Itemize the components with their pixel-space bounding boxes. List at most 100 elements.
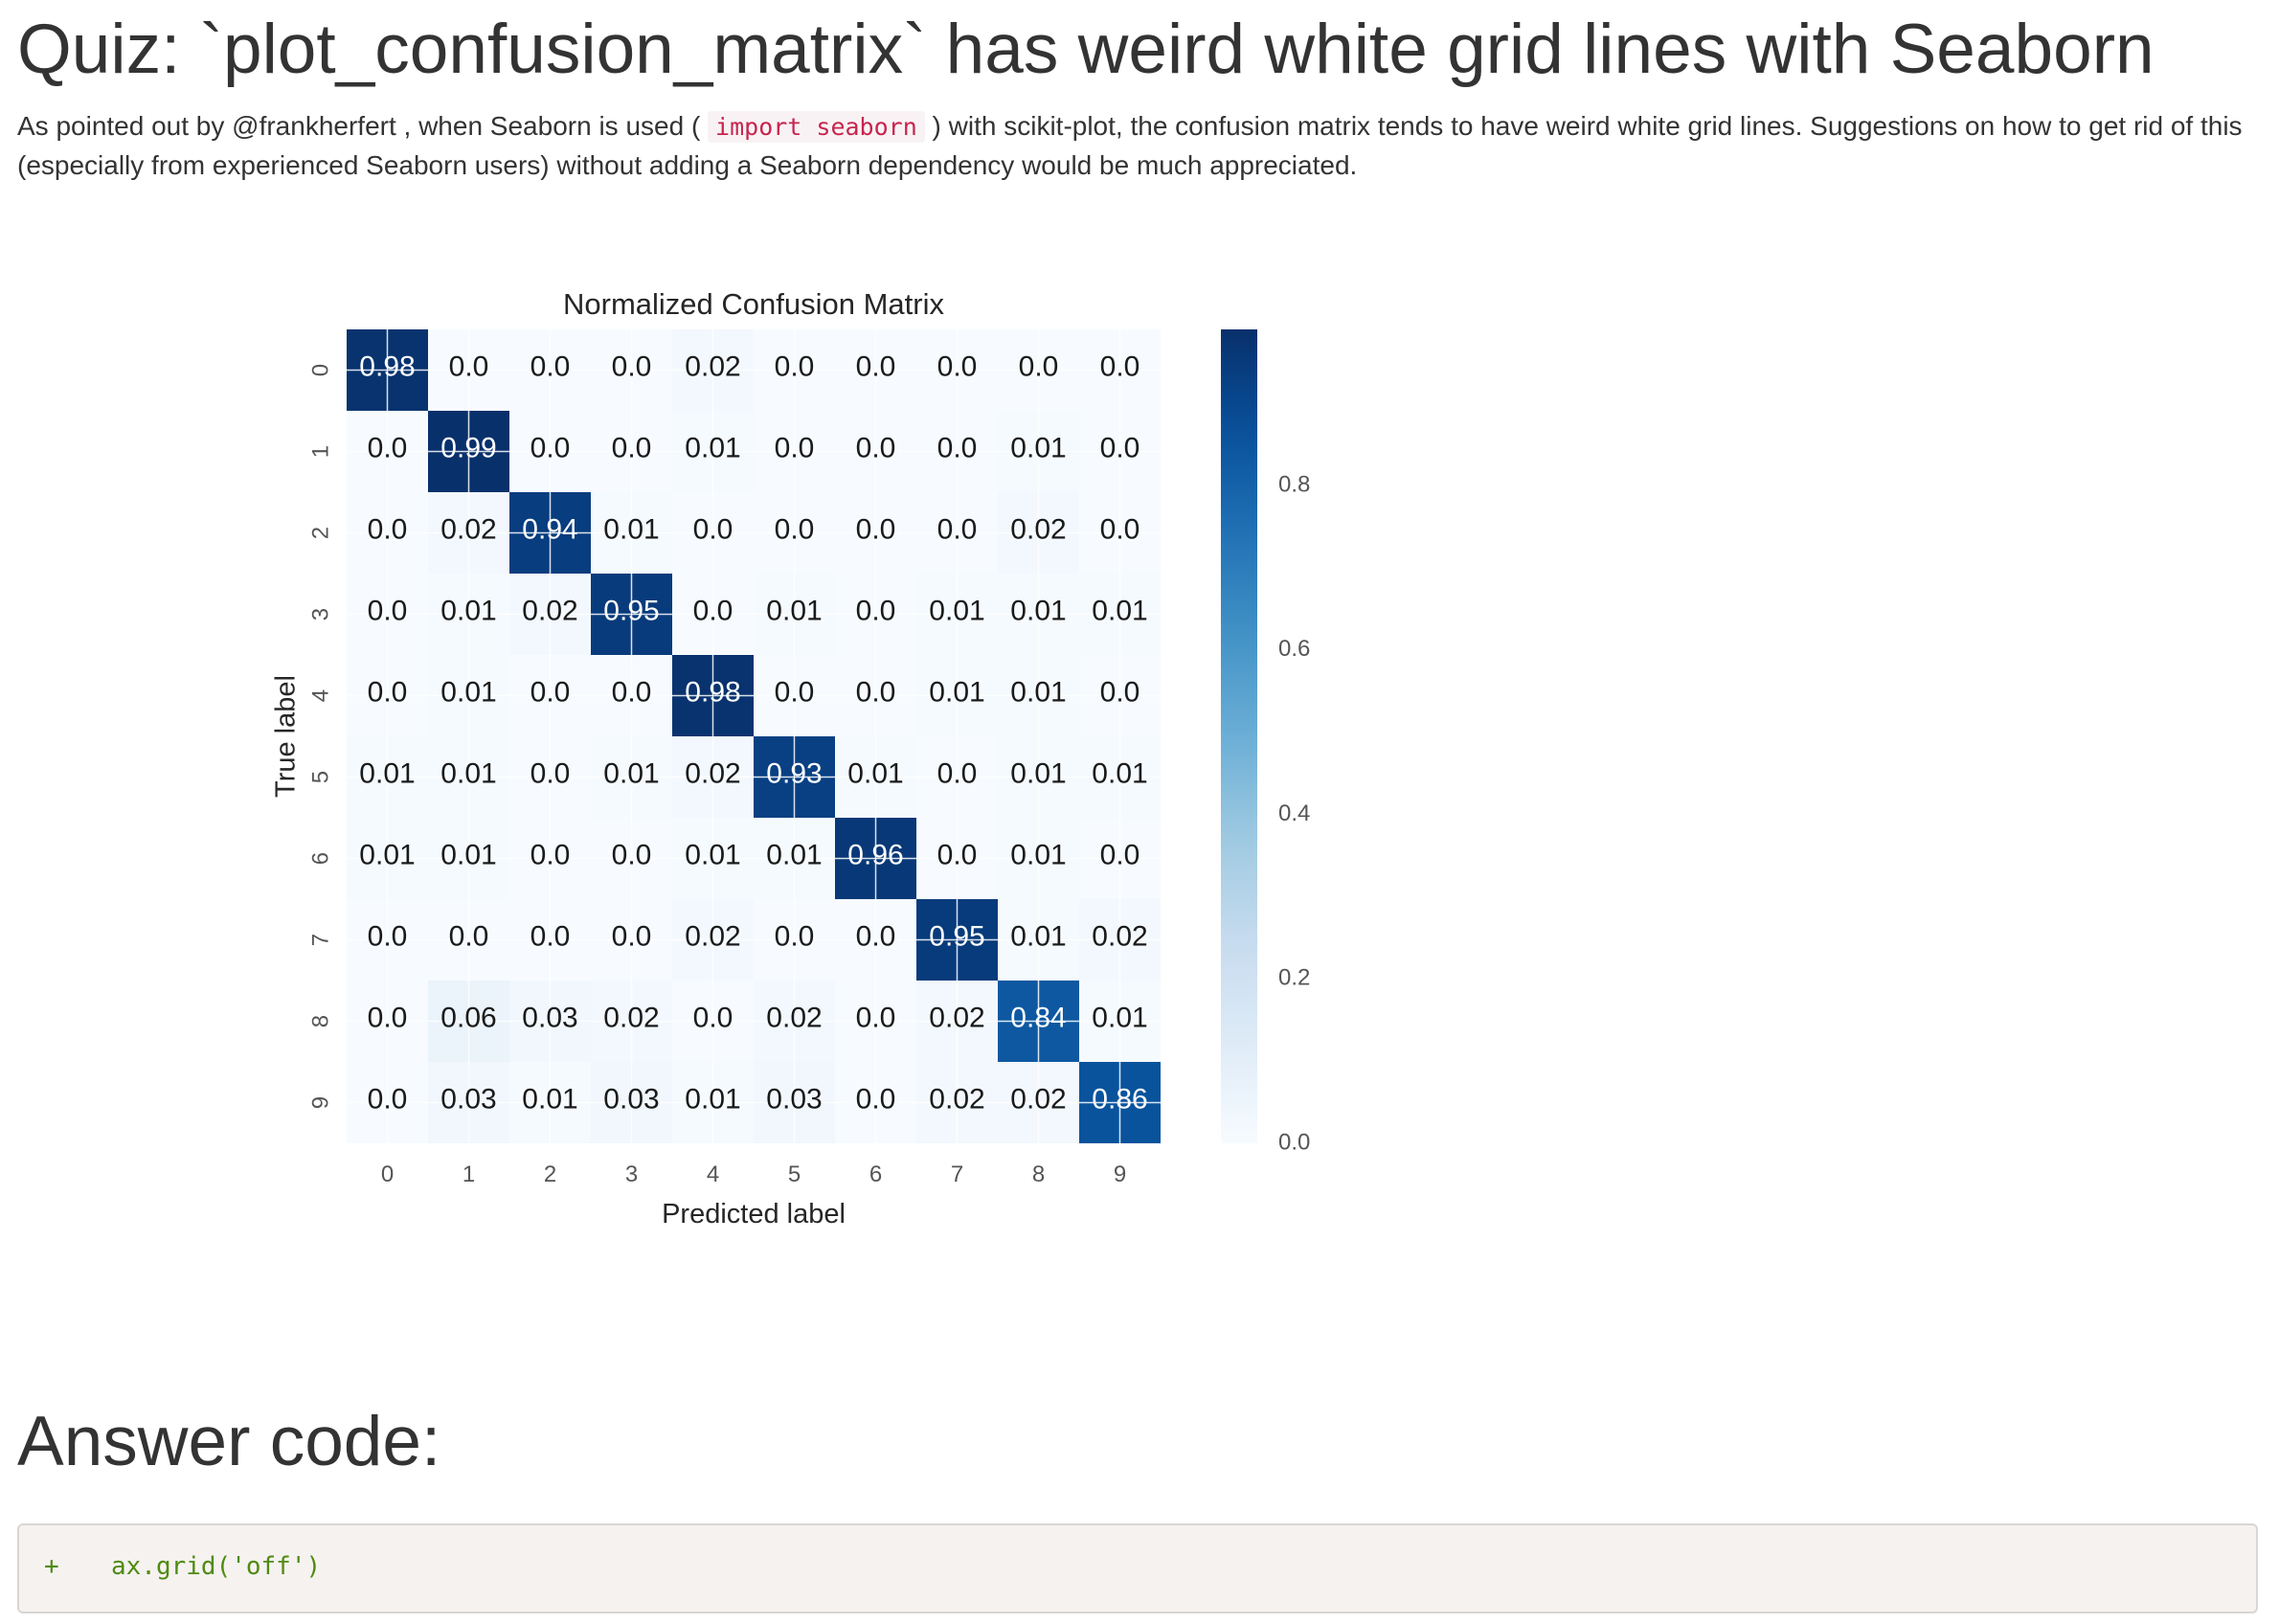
- cell-value-label: 0.0: [530, 432, 571, 463]
- cell-value-label: 0.0: [612, 350, 652, 382]
- cell-value-label: 0.01: [685, 839, 740, 870]
- cell-value-label: 0.01: [847, 757, 903, 789]
- cell-value-label: 0.0: [775, 432, 815, 463]
- cell-value-label: 0.02: [1010, 513, 1066, 545]
- cell-value-label: 0.01: [766, 595, 822, 626]
- cell-value-label: 0.0: [612, 839, 652, 870]
- cell-value-label: 0.02: [929, 1083, 984, 1115]
- cell-value-label: 0.01: [359, 757, 415, 789]
- cell-value-label: 0.0: [937, 513, 978, 545]
- y-tick-label: 6: [307, 852, 333, 865]
- cell-value-label: 0.0: [368, 1083, 408, 1115]
- cell-value-label: 0.02: [685, 757, 740, 789]
- confusion-matrix-chart: Normalized Confusion Matrix 0.98 0.0 0.0 0.0…: [271, 287, 1311, 1229]
- cell-value-label: 0.02: [929, 1002, 984, 1033]
- cell-value-label: 0.0: [856, 350, 896, 382]
- cell-value-label: 0.01: [440, 676, 496, 708]
- x-tick-label: 6: [869, 1162, 882, 1187]
- cell-value-label: 0.0: [612, 676, 652, 708]
- cell-value-label: 0.03: [603, 1083, 659, 1115]
- code-text: ax.grid('off'): [111, 1552, 322, 1581]
- colorbar-tick-label: 0.4: [1278, 801, 1310, 826]
- x-axis-label: Predicted label: [662, 1199, 846, 1229]
- cell-value-label: 0.02: [440, 513, 496, 545]
- cell-value-label: 0.02: [766, 1002, 822, 1033]
- cell-value-label: 0.01: [1010, 839, 1066, 870]
- cell-value-label: 0.0: [368, 595, 408, 626]
- description-text-before: As pointed out by @frankherfert , when S…: [17, 111, 709, 141]
- page-title: Quiz: `plot_confusion_matrix` has weird …: [17, 11, 2155, 88]
- cell-value-label: 0.0: [693, 595, 733, 626]
- colorbar-tick-label: 0.8: [1278, 471, 1310, 497]
- cell-value-label: 0.99: [440, 432, 496, 463]
- x-tick-label: 0: [381, 1162, 394, 1187]
- y-tick-label: 5: [307, 771, 333, 783]
- x-tick-label: 5: [788, 1162, 801, 1187]
- cell-value-label: 0.95: [603, 595, 659, 626]
- cell-value-label: 0.0: [1100, 432, 1140, 463]
- cell-value-label: 0.0: [937, 350, 978, 382]
- cell-value-label: 0.0: [1100, 676, 1140, 708]
- cell-value-label: 0.01: [1010, 595, 1066, 626]
- cell-value-label: 0.84: [1010, 1002, 1066, 1033]
- cell-value-label: 0.0: [1100, 513, 1140, 545]
- cell-value-label: 0.01: [1010, 920, 1066, 952]
- cell-value-label: 0.0: [775, 676, 815, 708]
- cell-value-label: 0.0: [368, 920, 408, 952]
- cell-value-label: 0.01: [522, 1083, 577, 1115]
- cell-value-label: 0.0: [775, 513, 815, 545]
- cell-value-label: 0.01: [440, 757, 496, 789]
- x-tick-label: 2: [544, 1162, 556, 1187]
- y-tick-label: 9: [307, 1096, 333, 1109]
- y-tick-label: 7: [307, 934, 333, 946]
- cell-value-label: 0.01: [1010, 676, 1066, 708]
- cell-value-label: 0.0: [368, 513, 408, 545]
- x-tick-label: 8: [1032, 1162, 1045, 1187]
- colorbar-tick-label: 0.0: [1278, 1129, 1310, 1155]
- cell-value-label: 0.0: [775, 920, 815, 952]
- answer-code-block: + ax.grid('off'): [17, 1523, 2258, 1613]
- cell-value-label: 0.0: [530, 350, 571, 382]
- cell-value-label: 0.0: [1019, 350, 1059, 382]
- cell-value-label: 0.03: [766, 1083, 822, 1115]
- cell-value-label: 0.0: [856, 1083, 896, 1115]
- y-tick-label: 1: [307, 445, 333, 458]
- cell-value-label: 0.06: [440, 1002, 496, 1033]
- cell-value-label: 0.01: [1010, 432, 1066, 463]
- cell-value-label: 0.0: [775, 350, 815, 382]
- confusion-matrix-figure: Normalized Confusion Matrix 0.98 0.0 0.0 0.0…: [259, 268, 1350, 1245]
- cell-value-label: 0.0: [530, 757, 571, 789]
- cell-value-label: 0.01: [685, 1083, 740, 1115]
- inline-code: import seaborn: [708, 111, 925, 143]
- cell-value-label: 0.0: [612, 920, 652, 952]
- x-tick-label: 4: [707, 1162, 719, 1187]
- y-tick-label: 2: [307, 527, 333, 539]
- cell-value-label: 0.0: [612, 432, 652, 463]
- cell-value-label: 0.01: [1092, 595, 1147, 626]
- cell-value-label: 0.0: [1100, 350, 1140, 382]
- y-tick-label: 8: [307, 1015, 333, 1027]
- cell-value-label: 0.01: [1092, 757, 1147, 789]
- cell-value-label: 0.0: [449, 350, 489, 382]
- cell-value-label: 0.93: [766, 757, 822, 789]
- cell-value-label: 0.0: [368, 1002, 408, 1033]
- cell-value-label: 0.0: [449, 920, 489, 952]
- colorbar: [1221, 329, 1257, 1143]
- y-axis-label: True label: [271, 675, 302, 798]
- cell-value-label: 0.01: [359, 839, 415, 870]
- cell-value-label: 0.01: [1092, 1002, 1147, 1033]
- cell-value-label: 0.01: [766, 839, 822, 870]
- cell-value-label: 0.02: [1092, 920, 1147, 952]
- cell-value-label: 0.0: [937, 839, 978, 870]
- cell-value-label: 0.01: [685, 432, 740, 463]
- cell-value-label: 0.0: [530, 839, 571, 870]
- cell-value-label: 0.86: [1092, 1083, 1147, 1115]
- cell-value-label: 0.94: [522, 513, 577, 545]
- cell-value-label: 0.0: [1100, 839, 1140, 870]
- description-text-after: ) with scikit-plot, the confusion matrix…: [17, 111, 2243, 180]
- cell-value-label: 0.01: [440, 839, 496, 870]
- cell-value-label: 0.01: [603, 757, 659, 789]
- cell-value-label: 0.0: [530, 676, 571, 708]
- cell-value-label: 0.02: [685, 920, 740, 952]
- cell-value-label: 0.0: [368, 432, 408, 463]
